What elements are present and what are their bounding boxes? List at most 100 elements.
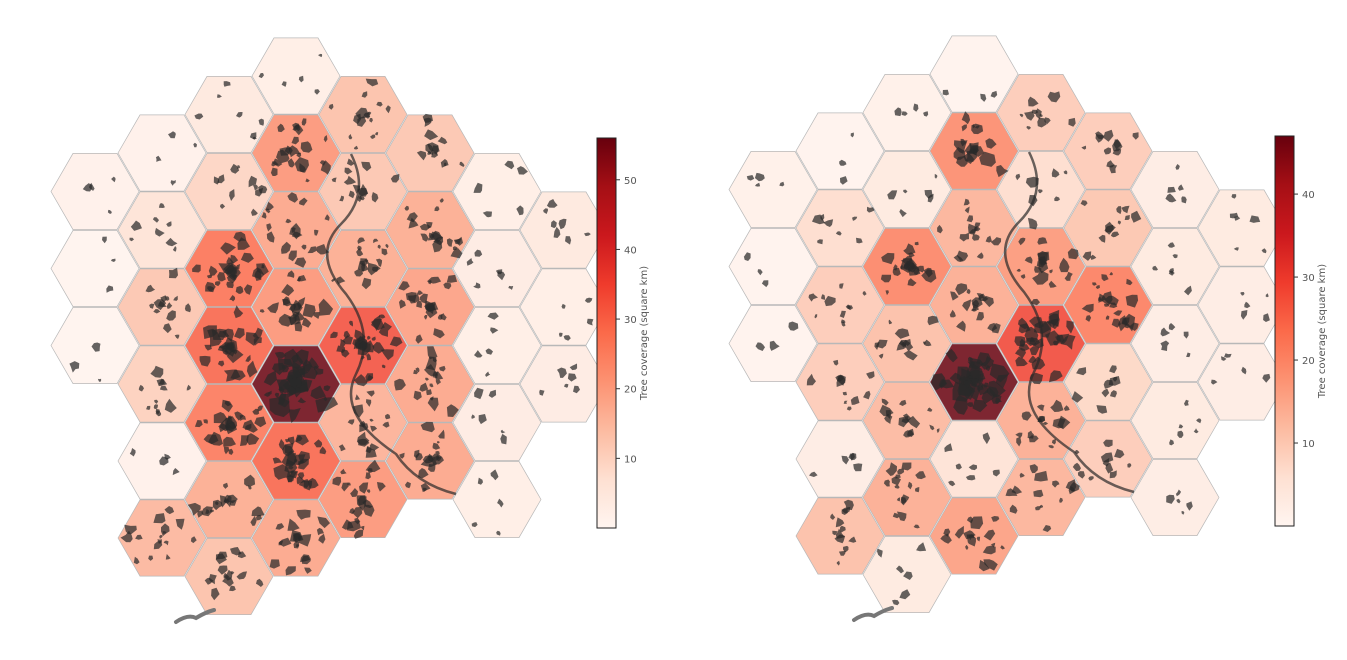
forest-patch bbox=[223, 482, 229, 489]
forest-patch bbox=[267, 302, 279, 314]
forest-patch bbox=[893, 264, 898, 271]
forest-patch bbox=[950, 291, 959, 301]
forest-patch bbox=[584, 297, 593, 303]
forest-patch bbox=[314, 229, 319, 236]
forest-patch bbox=[352, 404, 364, 418]
forest-patch bbox=[341, 349, 350, 358]
forest-patch bbox=[1019, 338, 1026, 347]
forest-patch bbox=[354, 374, 368, 387]
forest-patch bbox=[1081, 145, 1087, 150]
forest-patch bbox=[268, 390, 272, 395]
forest-patch bbox=[1066, 320, 1074, 334]
hex-cell bbox=[862, 151, 952, 228]
forest-patch bbox=[197, 510, 204, 518]
colorbar-tick-label: 40 bbox=[624, 245, 637, 256]
forest-patch bbox=[907, 481, 913, 490]
forest-patch bbox=[1015, 356, 1028, 367]
forest-patch bbox=[995, 397, 1002, 404]
forest-patch bbox=[894, 484, 900, 489]
forest-patch bbox=[319, 160, 326, 166]
forest-patch bbox=[563, 335, 571, 341]
forest-patch bbox=[285, 218, 292, 224]
colorbar-right-gradient bbox=[1274, 135, 1295, 527]
forest-patch bbox=[1052, 418, 1066, 429]
forest-patch bbox=[968, 356, 974, 362]
forest-patch bbox=[218, 262, 235, 275]
forest-patch bbox=[120, 530, 133, 543]
forest-patch bbox=[97, 378, 102, 382]
forest-patch bbox=[315, 397, 339, 413]
forest-patch bbox=[1167, 186, 1176, 193]
forest-patch bbox=[223, 436, 236, 447]
colorbar-left-label: Tree coverage (square km) bbox=[639, 266, 650, 401]
hex-cell bbox=[452, 461, 542, 538]
forest-patch bbox=[343, 175, 357, 185]
forest-patch bbox=[155, 155, 162, 162]
forest-patch bbox=[353, 113, 362, 125]
forest-patch bbox=[983, 529, 996, 541]
forest-patch bbox=[1019, 113, 1024, 118]
forest-patch bbox=[297, 397, 307, 404]
forest-patch bbox=[208, 431, 223, 446]
hex-cell bbox=[385, 191, 475, 269]
forest-patch bbox=[895, 474, 901, 479]
forest-patch bbox=[1169, 439, 1174, 446]
forest-patch bbox=[1152, 265, 1158, 271]
forest-patch bbox=[213, 176, 220, 185]
hex-cell bbox=[795, 266, 885, 344]
colorbar-left-gradient bbox=[596, 137, 617, 529]
forest-patch bbox=[943, 528, 951, 537]
forest-patch bbox=[835, 231, 842, 236]
forest-patch bbox=[1177, 430, 1184, 438]
forest-patch bbox=[192, 264, 201, 273]
forest-patch bbox=[1024, 256, 1033, 264]
forest-patch bbox=[1051, 438, 1056, 445]
forest-patch bbox=[553, 226, 561, 238]
forest-patch bbox=[247, 485, 252, 490]
forest-patch bbox=[205, 281, 216, 292]
forest-patch bbox=[291, 136, 299, 145]
forest-patch bbox=[842, 391, 847, 396]
colorbar-tick-label: 30 bbox=[1302, 273, 1315, 284]
forest-patch bbox=[376, 101, 383, 107]
forest-patch bbox=[473, 182, 483, 193]
forest-patch bbox=[923, 267, 933, 278]
map-right bbox=[728, 35, 1287, 622]
forest-patch bbox=[432, 238, 443, 253]
forest-patch bbox=[1071, 391, 1084, 403]
forest-patch bbox=[1184, 399, 1189, 406]
forest-patch bbox=[199, 355, 211, 367]
forest-patch bbox=[288, 250, 297, 262]
forest-patch bbox=[546, 199, 558, 208]
forest-patch bbox=[817, 239, 823, 245]
forest-patch bbox=[959, 232, 969, 242]
forest-patch bbox=[186, 384, 191, 391]
forest-patch bbox=[285, 438, 290, 443]
forest-patch bbox=[1103, 129, 1114, 142]
forest-patch bbox=[808, 293, 818, 302]
forest-patch bbox=[394, 378, 406, 391]
forest-patch bbox=[272, 457, 283, 464]
forest-patch bbox=[373, 238, 379, 244]
forest-patch bbox=[357, 245, 362, 251]
forest-patch bbox=[190, 536, 197, 544]
forest-patch bbox=[236, 112, 243, 118]
forest-patch bbox=[1098, 296, 1101, 301]
forest-patch bbox=[1109, 365, 1117, 374]
forest-patch bbox=[413, 390, 422, 401]
forest-patch bbox=[424, 129, 439, 141]
forest-patch bbox=[153, 299, 167, 311]
forest-patch bbox=[313, 439, 323, 448]
forest-patch bbox=[903, 189, 908, 194]
forest-patch bbox=[885, 410, 892, 419]
forest-patch bbox=[208, 574, 217, 585]
forest-patch bbox=[296, 509, 311, 520]
forest-patch bbox=[1165, 193, 1177, 203]
forest-patch bbox=[145, 284, 156, 293]
forest-patch bbox=[129, 448, 136, 457]
forest-patch bbox=[364, 259, 369, 263]
forest-patch bbox=[297, 472, 305, 480]
forest-patch bbox=[899, 589, 911, 600]
forest-patch bbox=[281, 284, 295, 297]
forest-patch bbox=[989, 363, 1010, 383]
